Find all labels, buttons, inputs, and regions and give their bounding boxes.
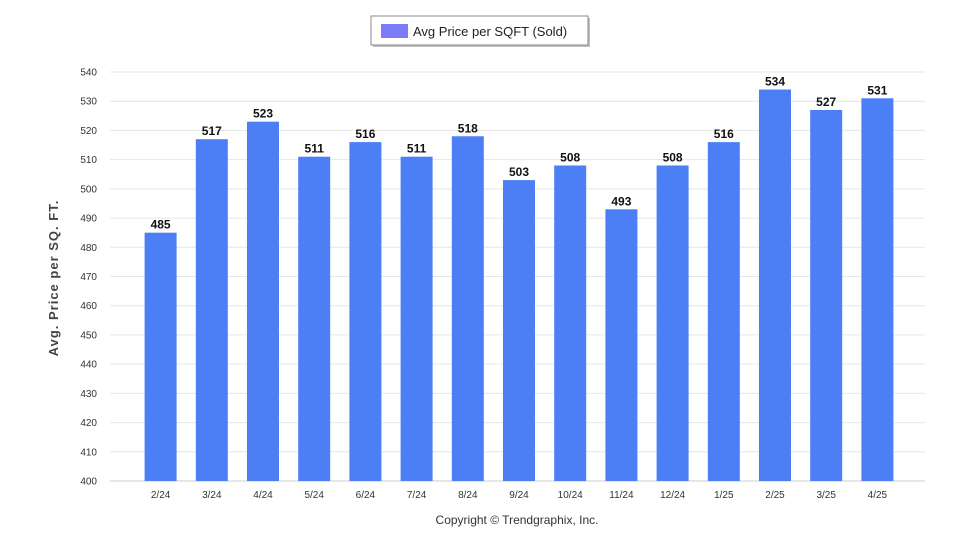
bar [195, 139, 228, 481]
bar-value-label: 523 [253, 107, 273, 121]
bar-value-label: 485 [151, 218, 171, 232]
x-tick-label: 4/24 [253, 490, 273, 501]
y-tick-label: 450 [80, 330, 97, 341]
y-tick-label: 530 [80, 97, 97, 108]
bar-value-label: 517 [202, 124, 222, 138]
x-tick-label: 3/25 [816, 490, 836, 501]
x-tick-label: 8/24 [458, 490, 478, 501]
bar [400, 156, 433, 481]
y-tick-label: 430 [80, 389, 97, 400]
bar [298, 156, 331, 481]
y-tick-label: 440 [80, 360, 97, 371]
bar-value-label: 518 [458, 121, 478, 135]
bar [503, 180, 535, 482]
legend[interactable]: Avg Price per SQFT (Sold) [370, 15, 590, 47]
bar-value-label: 511 [407, 142, 427, 156]
x-tick-label: 7/24 [407, 490, 427, 501]
y-tick-label: 480 [80, 243, 97, 254]
x-tick-label: 9/24 [509, 490, 529, 501]
bar [247, 121, 279, 482]
y-tick-label: 500 [80, 184, 97, 195]
bar-value-label: 531 [867, 83, 887, 97]
bar [349, 142, 382, 481]
bar [810, 109, 843, 481]
y-tick-label: 410 [80, 447, 97, 458]
y-tick-label: 460 [80, 301, 97, 312]
x-tick-label: 2/25 [765, 490, 785, 501]
bar-value-label: 527 [816, 95, 836, 109]
bar-value-label: 511 [305, 142, 325, 156]
bar-value-label: 508 [560, 150, 580, 164]
y-axis-ticks: 400 410 420 430 440 450 460 470 480 490 500 510 520 5… [80, 68, 97, 488]
bar [707, 142, 740, 481]
bar-value-label: 508 [663, 150, 683, 164]
data-labels: 485 517 523 511 516 511 518 503 508 493 508 516 534 5… [151, 75, 888, 232]
bar [605, 209, 638, 482]
bar-value-label: 493 [611, 194, 631, 208]
y-tick-label: 520 [80, 126, 97, 137]
bar [451, 136, 484, 481]
bar-value-label: 516 [714, 127, 734, 141]
x-tick-label: 10/24 [558, 490, 583, 501]
y-tick-label: 540 [80, 68, 97, 79]
y-axis-title: Avg. Price per SQ. FT. [46, 200, 61, 357]
bar [656, 165, 689, 481]
x-tick-label: 5/24 [304, 490, 324, 501]
x-tick-label: 3/24 [202, 490, 222, 501]
bars [144, 89, 894, 482]
bar-value-label: 503 [509, 165, 529, 179]
y-tick-label: 510 [80, 155, 97, 166]
x-tick-label: 2/24 [151, 490, 171, 501]
y-tick-label: 400 [80, 477, 97, 488]
legend-swatch [381, 24, 408, 38]
bar-value-label: 534 [765, 75, 785, 89]
bar-value-label: 516 [355, 127, 375, 141]
x-tick-label: 12/24 [660, 490, 685, 501]
x-tick-label: 11/24 [609, 490, 634, 501]
bar [144, 232, 177, 481]
y-tick-label: 490 [80, 214, 97, 225]
y-tick-label: 470 [80, 272, 97, 283]
x-tick-label: 6/24 [356, 490, 376, 501]
bar [759, 89, 791, 482]
y-tick-label: 420 [80, 418, 97, 429]
x-tick-label: 4/25 [868, 490, 888, 501]
bar [861, 98, 894, 482]
legend-label: Avg Price per SQFT (Sold) [413, 24, 567, 39]
bar [554, 165, 587, 481]
x-tick-label: 1/25 [714, 490, 734, 501]
copyright-text: Copyright © Trendgraphix, Inc. [436, 513, 599, 527]
x-axis-ticks: 2/24 3/24 4/24 5/24 6/24 7/24 8/24 9/24 10/24 11/… [151, 490, 888, 501]
